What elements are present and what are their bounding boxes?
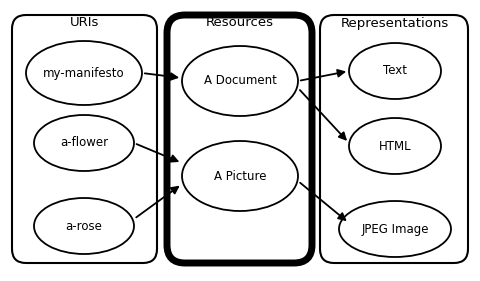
Text: Representations: Representations — [341, 17, 449, 30]
Text: A Picture: A Picture — [214, 169, 266, 182]
Ellipse shape — [34, 198, 134, 254]
Text: a-flower: a-flower — [60, 137, 108, 149]
Text: Resources: Resources — [206, 17, 274, 30]
FancyBboxPatch shape — [320, 15, 468, 263]
Ellipse shape — [182, 46, 298, 116]
Text: A Document: A Document — [204, 74, 276, 87]
Ellipse shape — [182, 141, 298, 211]
FancyBboxPatch shape — [12, 15, 157, 263]
Ellipse shape — [349, 43, 441, 99]
Ellipse shape — [26, 41, 142, 105]
FancyBboxPatch shape — [167, 15, 312, 263]
Ellipse shape — [349, 118, 441, 174]
Text: HTML: HTML — [379, 139, 411, 153]
Text: URIs: URIs — [70, 17, 100, 30]
Text: JPEG Image: JPEG Image — [361, 223, 429, 235]
Text: Text: Text — [383, 65, 407, 78]
Text: my-manifesto: my-manifesto — [43, 67, 125, 80]
Ellipse shape — [339, 201, 451, 257]
Text: a-rose: a-rose — [66, 219, 102, 232]
Ellipse shape — [34, 115, 134, 171]
